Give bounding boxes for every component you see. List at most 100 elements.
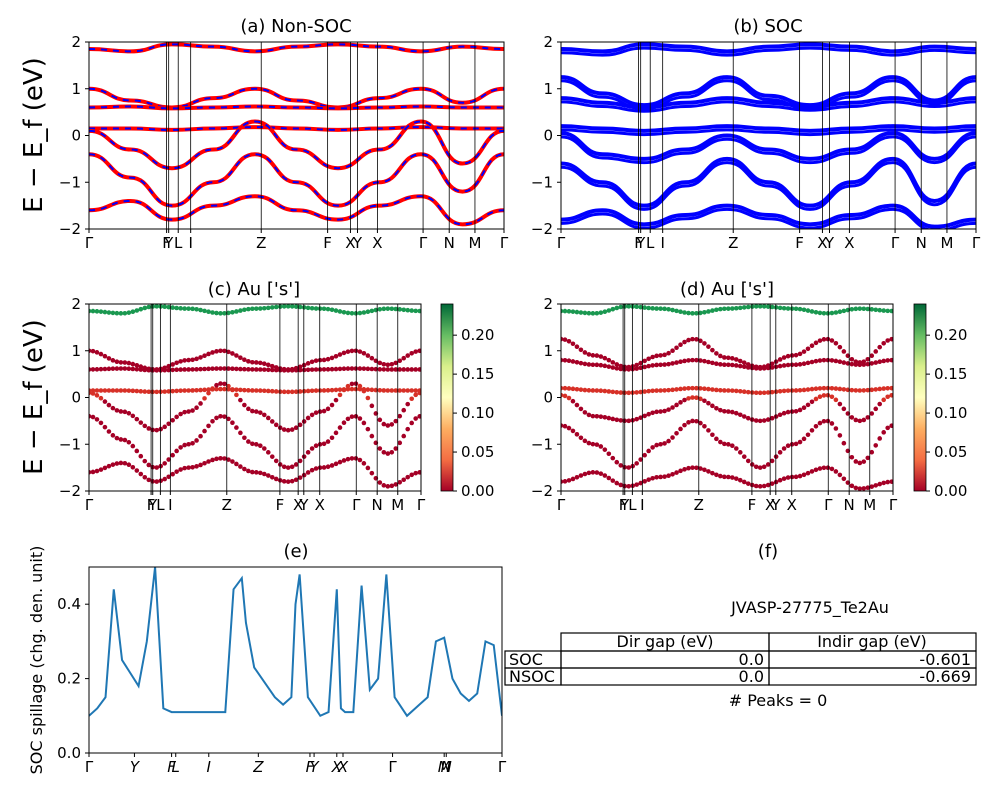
- c-dot: [222, 310, 227, 316]
- d-dot: [638, 365, 643, 371]
- c-dot: [206, 351, 211, 357]
- c-dot: [210, 418, 215, 424]
- d-dot: [694, 395, 699, 401]
- c-dot: [273, 476, 279, 482]
- d-dot: [777, 388, 783, 394]
- c-dot: [265, 415, 271, 421]
- c-dot: [170, 388, 175, 394]
- d-dot: [777, 412, 783, 418]
- c-dot: [114, 435, 120, 441]
- c-dot: [118, 460, 124, 466]
- c-dot: [178, 359, 183, 364]
- c-dot: [413, 388, 418, 393]
- c-dot: [289, 368, 295, 373]
- c-dot: [218, 366, 223, 371]
- b-band-1: [561, 96, 976, 110]
- c-dot: [174, 469, 179, 474]
- b-band-3: [561, 131, 976, 161]
- panel-b-plot: 210−1−2Γ YF L I Z F XY X Γ N M Γ: [531, 33, 981, 252]
- d-dot: [730, 356, 735, 361]
- panel-e-ytick-label: 0.2: [57, 670, 81, 688]
- c-dot: [405, 401, 411, 407]
- d-dot: [745, 389, 751, 395]
- c-dot: [341, 420, 347, 426]
- d-dot: [841, 406, 847, 412]
- c-dot: [321, 388, 327, 393]
- c-dot: [110, 462, 116, 467]
- d-dot: [654, 362, 659, 368]
- d-dot: [710, 403, 715, 409]
- c-dot: [134, 366, 140, 372]
- c-dot: [94, 468, 100, 474]
- c-dot: [349, 366, 355, 371]
- d-dot: [638, 457, 643, 462]
- c-dot: [381, 483, 387, 488]
- c-dot: [297, 475, 303, 480]
- d-dot: [562, 479, 568, 484]
- d-dot: [666, 350, 671, 356]
- c-dot: [397, 440, 403, 446]
- c-dot: [413, 416, 418, 421]
- d-dot: [582, 438, 588, 444]
- c-dot: [337, 387, 343, 392]
- c-dot: [222, 366, 227, 371]
- d-dot: [698, 466, 703, 471]
- d-dot: [745, 304, 751, 310]
- d-dot: [737, 358, 743, 364]
- c-dot: [130, 361, 136, 367]
- d-dot: [841, 349, 847, 354]
- panel-a-plot: 210−1−2Γ YF L I Z F XY X Γ N M Γ: [59, 33, 509, 252]
- c-dot: [417, 308, 421, 314]
- c-dot: [254, 409, 259, 414]
- c-dot: [230, 351, 235, 356]
- d-dot: [777, 357, 783, 362]
- c-dot: [214, 349, 219, 354]
- d-dot: [737, 388, 743, 394]
- c-dot: [190, 367, 195, 372]
- c-dot: [89, 390, 92, 396]
- c-dot: [126, 388, 132, 393]
- c-dot: [194, 405, 199, 411]
- d-dot: [873, 349, 879, 354]
- c-dot: [258, 306, 263, 311]
- d-dot: [781, 410, 787, 416]
- d-colorbar-label: 0.10: [934, 404, 967, 422]
- a-xtick-label: L: [174, 234, 183, 252]
- b-xtick-label: Y: [635, 234, 646, 252]
- d-dot: [849, 387, 855, 393]
- d-dot: [586, 388, 592, 393]
- c-dot: [405, 353, 411, 358]
- c-dot: [98, 388, 104, 393]
- c-dot: [261, 361, 267, 367]
- d-dot: [730, 362, 735, 368]
- d-dot: [877, 481, 883, 487]
- d-dot: [614, 305, 620, 311]
- c-dot: [90, 414, 96, 420]
- d-dot: [841, 387, 847, 392]
- c-dot: [170, 452, 175, 458]
- c-dot: [321, 357, 327, 363]
- b-band-6: [561, 42, 976, 54]
- c-dot: [265, 362, 271, 368]
- c-dot: [293, 367, 299, 373]
- c-dot: [345, 310, 351, 316]
- c-dot: [106, 463, 112, 469]
- d-dot: [813, 309, 819, 315]
- panel-e-xtick-label: N: [441, 758, 452, 776]
- d-ytick-label: −1: [531, 435, 553, 453]
- d-xtick-label: Γ: [889, 496, 898, 514]
- c-dot: [309, 412, 315, 418]
- c-dot: [214, 366, 219, 371]
- d-dot: [670, 471, 675, 477]
- c-dot: [329, 366, 335, 372]
- b-ytick-label: 0: [543, 127, 553, 145]
- d-dot: [741, 389, 747, 395]
- d-dot: [566, 338, 572, 344]
- panel-e-xtick-label: L: [172, 758, 180, 776]
- c-dot: [337, 425, 343, 430]
- d-dot: [606, 451, 612, 457]
- a-band-dash-5: [89, 195, 504, 226]
- d-dot: [797, 473, 803, 479]
- d-dot: [650, 410, 655, 416]
- d-dot: [654, 475, 659, 480]
